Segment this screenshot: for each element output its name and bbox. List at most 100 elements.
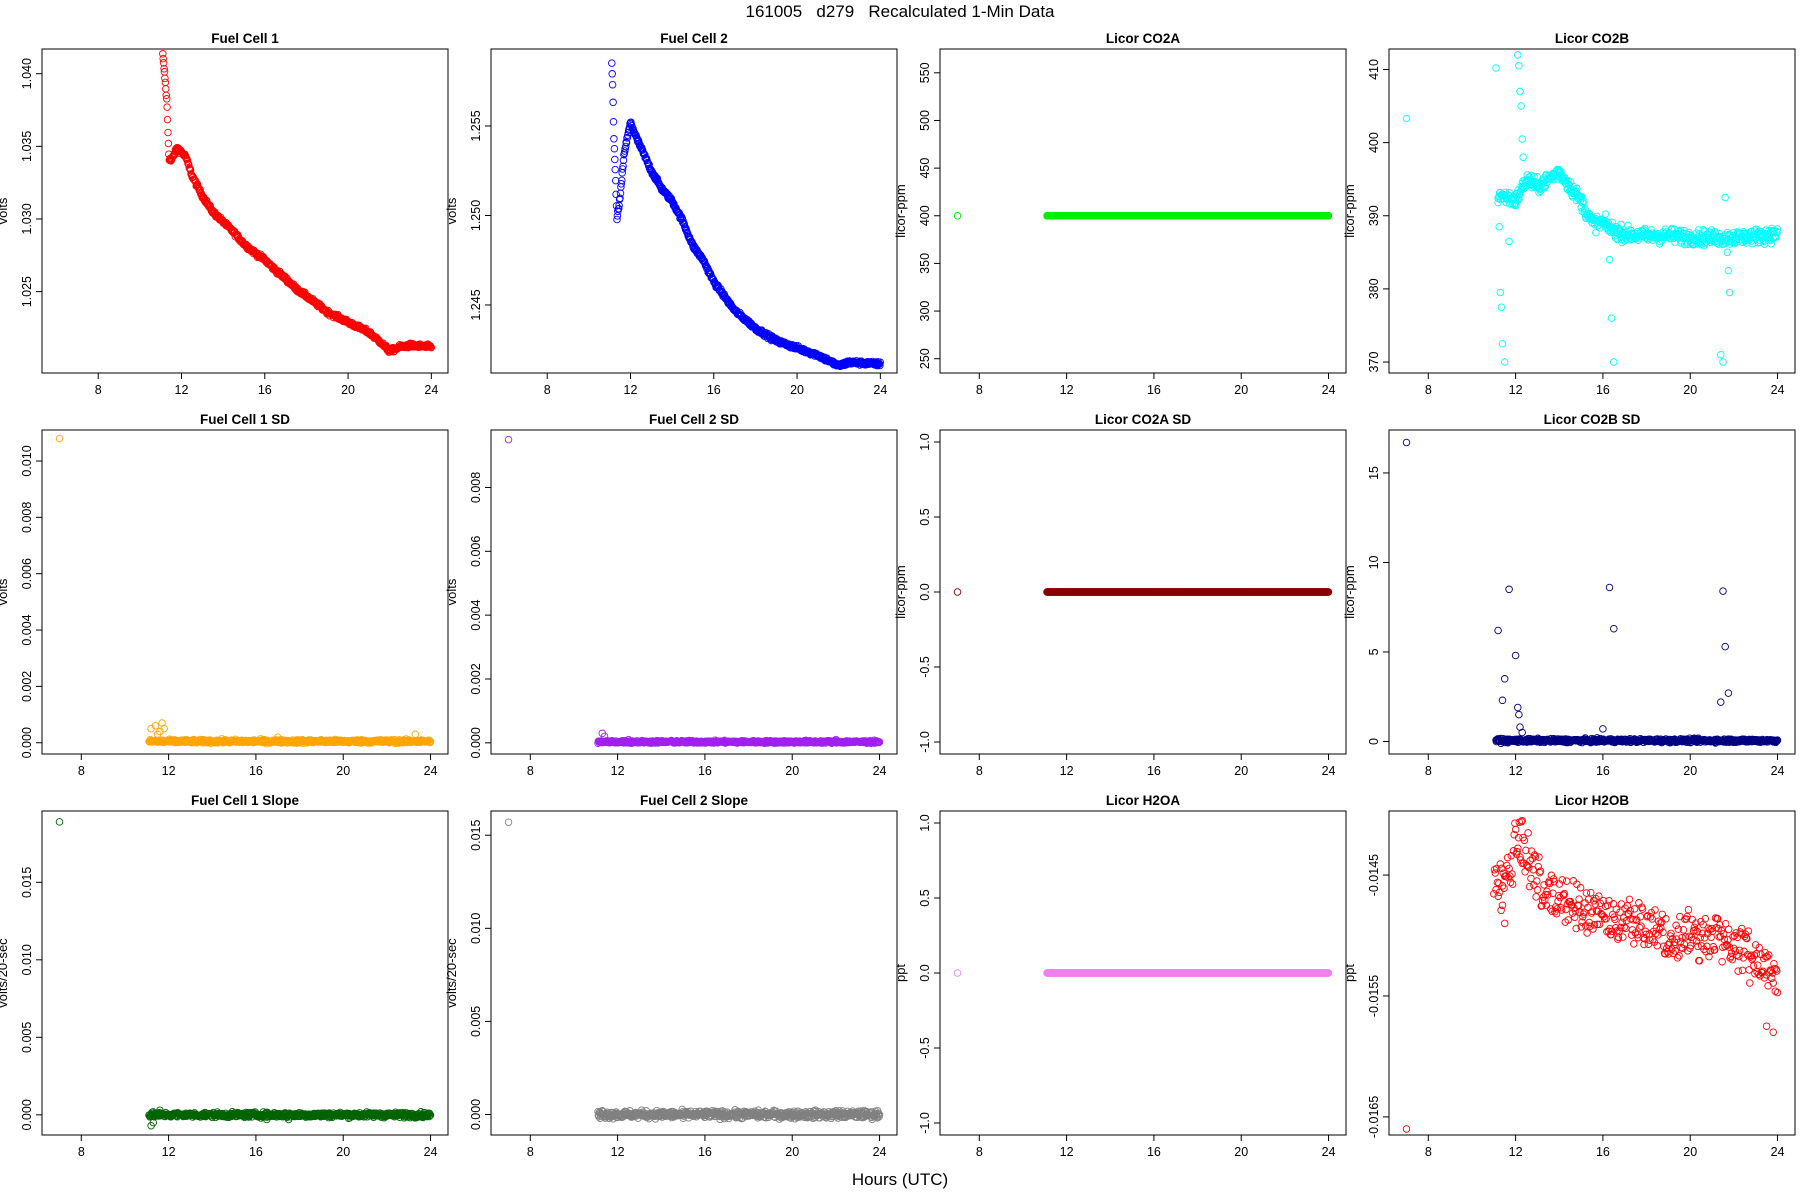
data-point bbox=[162, 95, 171, 103]
y-tick-label: 400 bbox=[918, 205, 932, 226]
data-point bbox=[159, 59, 168, 67]
data-point bbox=[1773, 228, 1781, 237]
chart-title: Licor CO2A bbox=[1106, 31, 1181, 46]
x-tick-label: 8 bbox=[544, 383, 551, 397]
x-tick-label: 20 bbox=[1234, 764, 1248, 778]
data-points bbox=[1402, 51, 1782, 366]
data-point bbox=[611, 155, 619, 164]
data-point-outlier bbox=[1500, 358, 1509, 366]
x-tick-label: 20 bbox=[785, 764, 799, 778]
chart-title: Fuel Cell 2 bbox=[660, 31, 728, 46]
data-point-outlier bbox=[1517, 102, 1525, 110]
y-tick-label: 1.250 bbox=[469, 200, 483, 231]
data-point-outlier bbox=[1516, 87, 1524, 96]
x-tick-label: 24 bbox=[873, 383, 887, 397]
data-point bbox=[1767, 239, 1775, 248]
y-tick-label: 1.255 bbox=[469, 110, 483, 141]
data-point bbox=[876, 361, 884, 370]
data-point bbox=[613, 215, 621, 224]
data-point bbox=[634, 137, 643, 145]
y-axis-label: volts bbox=[0, 197, 10, 224]
y-tick-label: 0.002 bbox=[20, 671, 34, 702]
x-tick-label: 24 bbox=[873, 764, 887, 778]
y-tick-label: 500 bbox=[918, 110, 932, 131]
x-tick-label: 8 bbox=[976, 764, 983, 778]
data-point bbox=[608, 59, 616, 67]
x-tick-label: 16 bbox=[698, 764, 712, 778]
data-point-outlier bbox=[1607, 314, 1616, 322]
data-point-outlier bbox=[273, 733, 282, 741]
x-tick-label: 12 bbox=[1509, 383, 1523, 397]
data-point-outlier bbox=[1498, 339, 1507, 348]
figure-title: 161005 d279 Recalculated 1-Min Data bbox=[745, 2, 1055, 21]
y-tick-label: 1.245 bbox=[469, 289, 483, 320]
figure-x-axis-label: Hours (UTC) bbox=[851, 1170, 949, 1189]
data-point bbox=[1773, 225, 1782, 233]
x-tick-label: 20 bbox=[336, 764, 350, 778]
data-point-outlier bbox=[1719, 358, 1727, 366]
y-axis-label: licor-ppm bbox=[893, 184, 908, 237]
x-tick-label: 12 bbox=[624, 383, 638, 397]
data-point bbox=[653, 174, 662, 183]
plot-frame bbox=[939, 48, 1347, 374]
data-point-outlier bbox=[624, 735, 633, 744]
data-point bbox=[616, 189, 625, 198]
data-point bbox=[611, 176, 620, 185]
x-tick-label: 8 bbox=[976, 383, 983, 397]
y-tick-label: 350 bbox=[918, 253, 932, 274]
data-point bbox=[426, 737, 435, 746]
y-tick-label: 0.004 bbox=[20, 614, 34, 645]
x-tick-label: 16 bbox=[1147, 764, 1161, 778]
data-point bbox=[163, 115, 172, 124]
y-tick-label: 0.006 bbox=[469, 536, 483, 567]
data-point bbox=[1592, 228, 1600, 237]
data-point bbox=[622, 139, 631, 147]
data-point bbox=[610, 144, 619, 153]
data-point-outlier bbox=[600, 732, 609, 741]
y-axis-label: volts bbox=[0, 578, 10, 605]
data-point bbox=[609, 118, 618, 126]
y-tick-label: 0.010 bbox=[20, 445, 34, 476]
data-point bbox=[618, 176, 626, 185]
data-point-outlier bbox=[1515, 62, 1523, 70]
data-point-outlier bbox=[1505, 237, 1513, 246]
plot-frame bbox=[490, 48, 898, 374]
x-tick-label: 12 bbox=[1060, 764, 1074, 778]
chart-title: Fuel Cell 1 bbox=[211, 31, 279, 46]
y-tick-label: 0.002 bbox=[469, 663, 483, 694]
data-points bbox=[55, 434, 435, 748]
data-point bbox=[619, 162, 627, 170]
data-point bbox=[1752, 225, 1760, 233]
y-tick-label: 0.0 bbox=[918, 583, 932, 600]
data-point bbox=[619, 156, 628, 165]
data-point bbox=[1324, 212, 1333, 220]
x-tick-label: 8 bbox=[1425, 383, 1432, 397]
y-tick-label: 380 bbox=[1367, 278, 1381, 299]
x-tick-label: 16 bbox=[1596, 383, 1610, 397]
x-tick-label: 12 bbox=[175, 383, 189, 397]
data-point-outlier bbox=[1717, 350, 1725, 359]
data-point bbox=[185, 160, 193, 169]
y-tick-label: -1.0 bbox=[918, 731, 932, 753]
data-point-outlier bbox=[1495, 222, 1503, 231]
chart-title: Fuel Cell 2 SD bbox=[649, 412, 739, 427]
y-tick-label: 0.5 bbox=[918, 508, 932, 525]
data-point-outlier bbox=[1519, 153, 1527, 161]
x-tick-label: 20 bbox=[790, 383, 804, 397]
y-tick-label: 250 bbox=[918, 348, 932, 369]
x-tick-label: 24 bbox=[424, 383, 438, 397]
y-tick-label: 1.0 bbox=[918, 433, 932, 450]
data-point-outlier bbox=[953, 212, 962, 220]
data-point-outlier bbox=[160, 724, 168, 733]
data-point bbox=[610, 135, 618, 143]
data-points bbox=[504, 435, 884, 748]
data-point-outlier bbox=[1402, 114, 1411, 123]
data-point bbox=[427, 343, 436, 352]
data-point-outlier bbox=[832, 735, 840, 744]
y-tick-label: 0.008 bbox=[469, 472, 483, 503]
y-tick-label: 400 bbox=[1367, 132, 1381, 153]
data-point-outlier bbox=[953, 588, 962, 596]
y-tick-label: 450 bbox=[918, 158, 932, 179]
